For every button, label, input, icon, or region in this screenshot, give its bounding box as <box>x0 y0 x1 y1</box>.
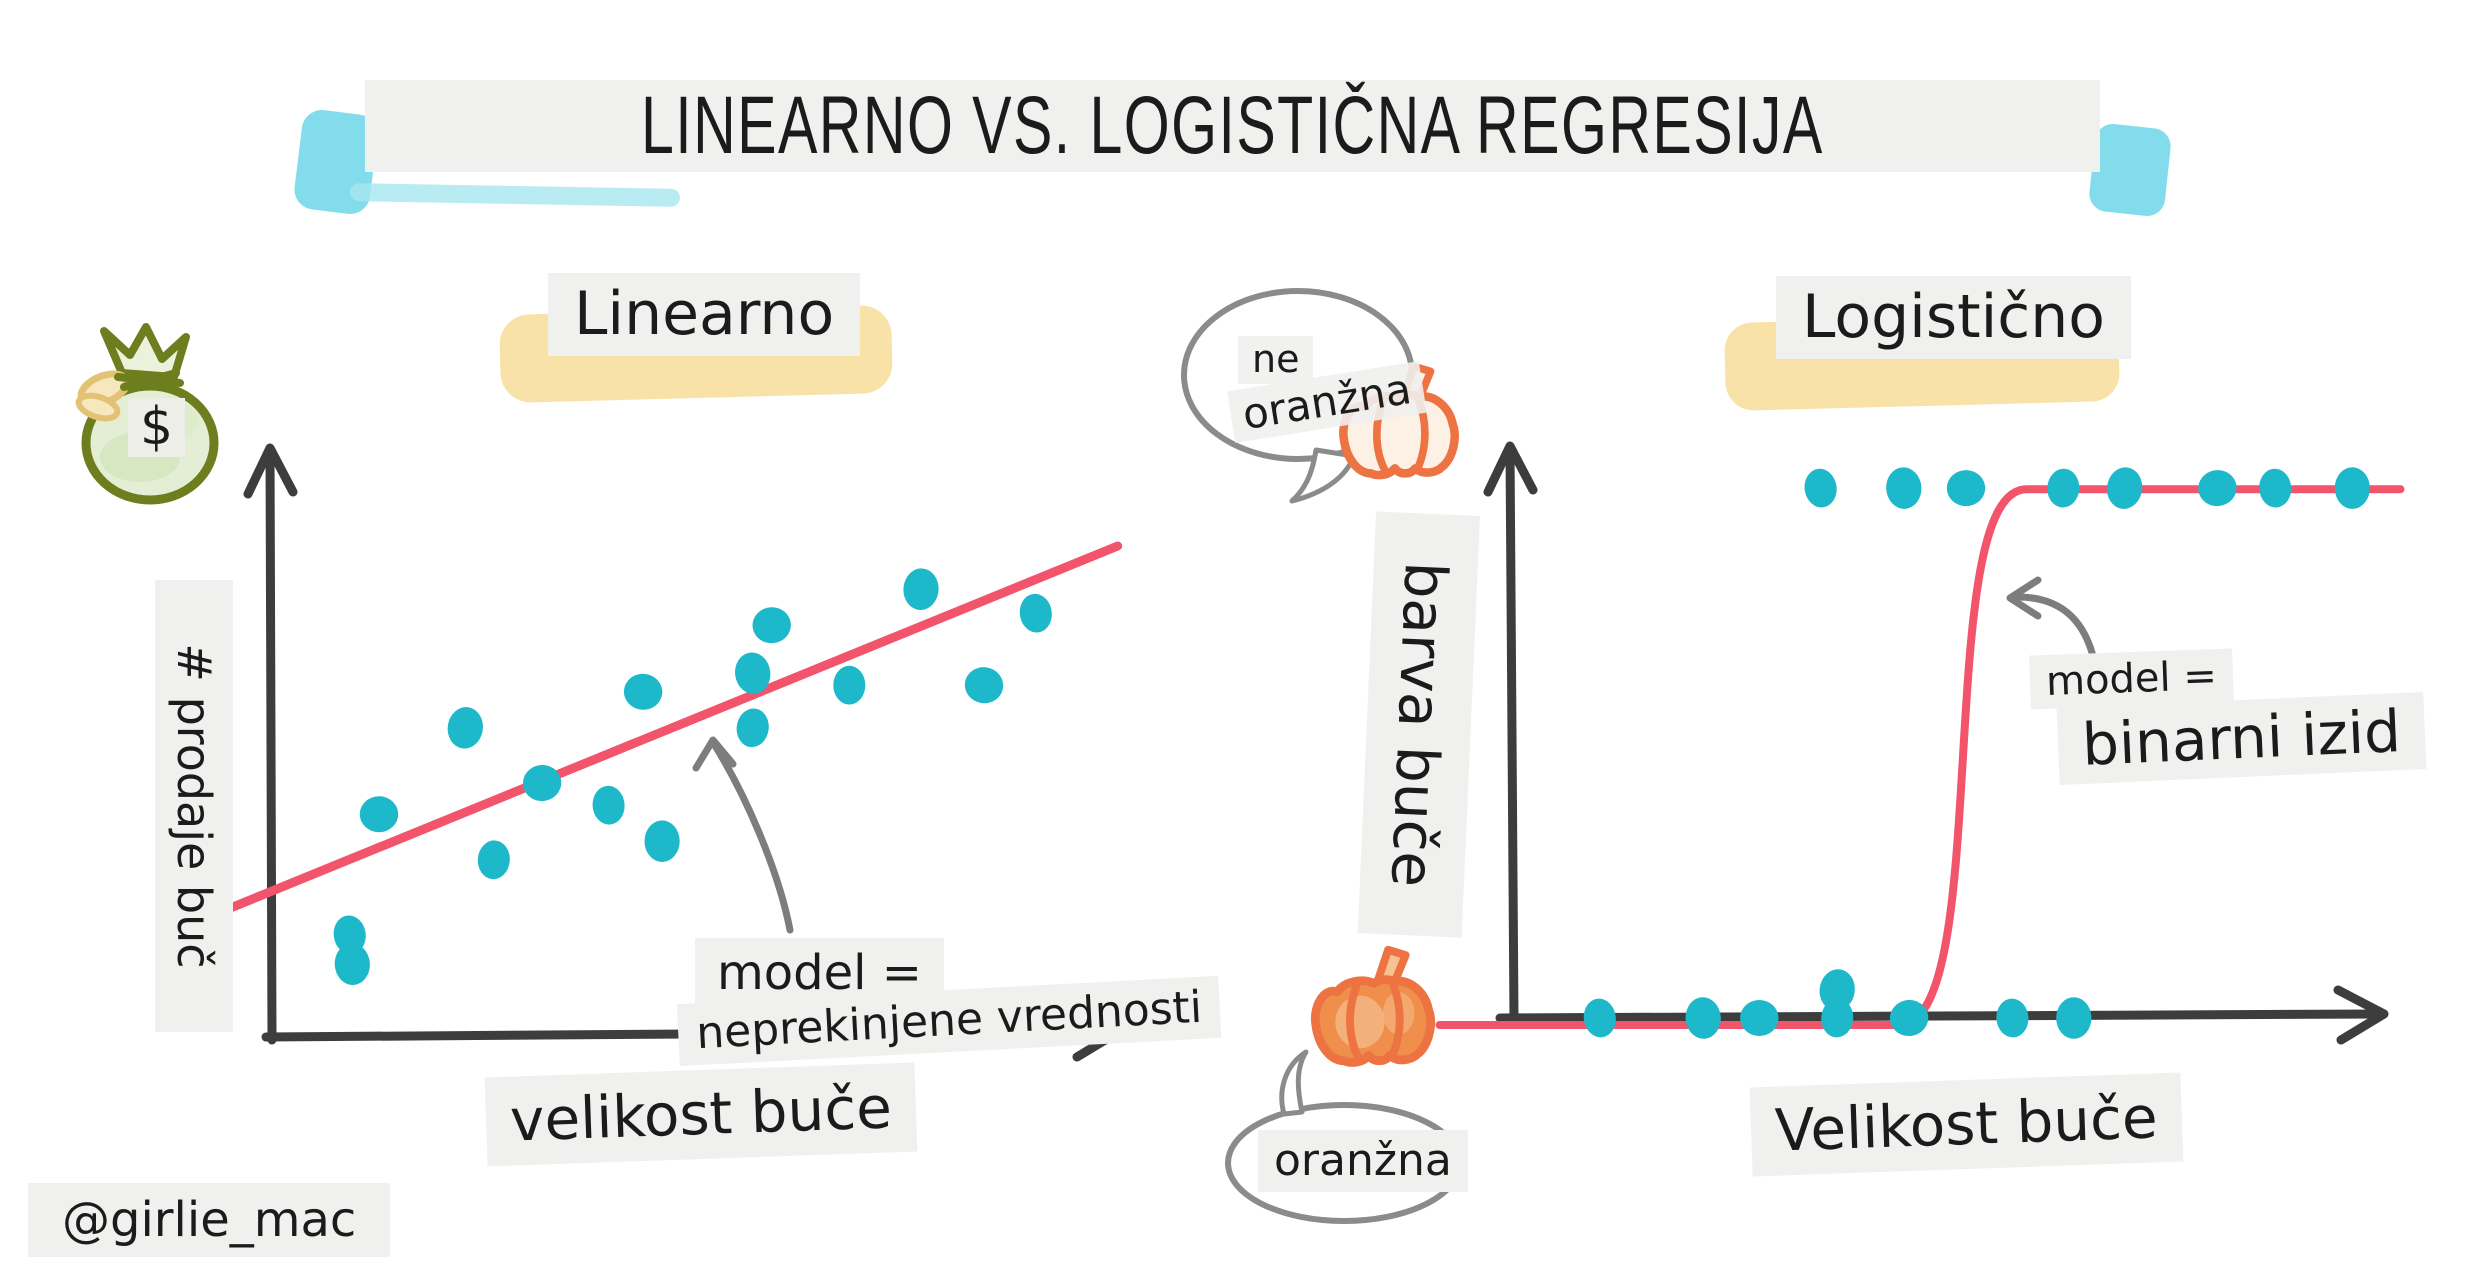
author-watermark: @girlie_mac <box>28 1183 391 1258</box>
right-x-axis-arrowhead <box>2333 985 2389 1045</box>
left-trend-group <box>208 541 1123 920</box>
left-dots-group <box>333 568 1052 985</box>
logistic-annotation-line1: model = <box>2029 648 2234 710</box>
bubble-bottom-text: oranžna <box>1258 1130 1468 1193</box>
title-highlight-right-swash <box>2089 124 2171 216</box>
left-y-axis-arrowhead <box>243 443 298 499</box>
logistic-x-axis-label: Velikost buče <box>1749 1072 2184 1177</box>
left-chart-axes <box>243 443 1125 1062</box>
page-title: LINEARNO VS. LOGISTIČNA REGRESIJA <box>365 80 2100 172</box>
right-annotation-arrow <box>2006 576 2098 664</box>
right-y-axis-arrowhead <box>1483 441 1538 497</box>
left-annotation-arrow <box>692 736 794 934</box>
logistic-chart-heading: Logistično <box>1776 276 2132 359</box>
right-dots-group <box>1583 467 2370 1039</box>
dollar-sign: $ <box>128 398 186 457</box>
linear-y-axis-label: # prodaje buč <box>155 580 233 1032</box>
pumpkin-orange-icon <box>1310 945 1436 1067</box>
bubble-top-text-line1: ne <box>1238 336 1314 384</box>
right-y-axis <box>1505 445 1519 1025</box>
title-highlight-left-swash <box>294 110 680 214</box>
linear-x-axis-label: velikost buče <box>484 1062 918 1167</box>
left-y-axis <box>265 445 277 1045</box>
right-curve-group <box>1435 485 2405 1029</box>
right-chart-axes <box>1483 441 2389 1045</box>
logistic-y-axis-label: barva buče <box>1357 511 1480 938</box>
linear-chart-heading: Linearno <box>548 273 861 356</box>
logistic-annotation-line2: binarni izid <box>2056 692 2427 785</box>
right-x-axis <box>1495 1009 2385 1023</box>
